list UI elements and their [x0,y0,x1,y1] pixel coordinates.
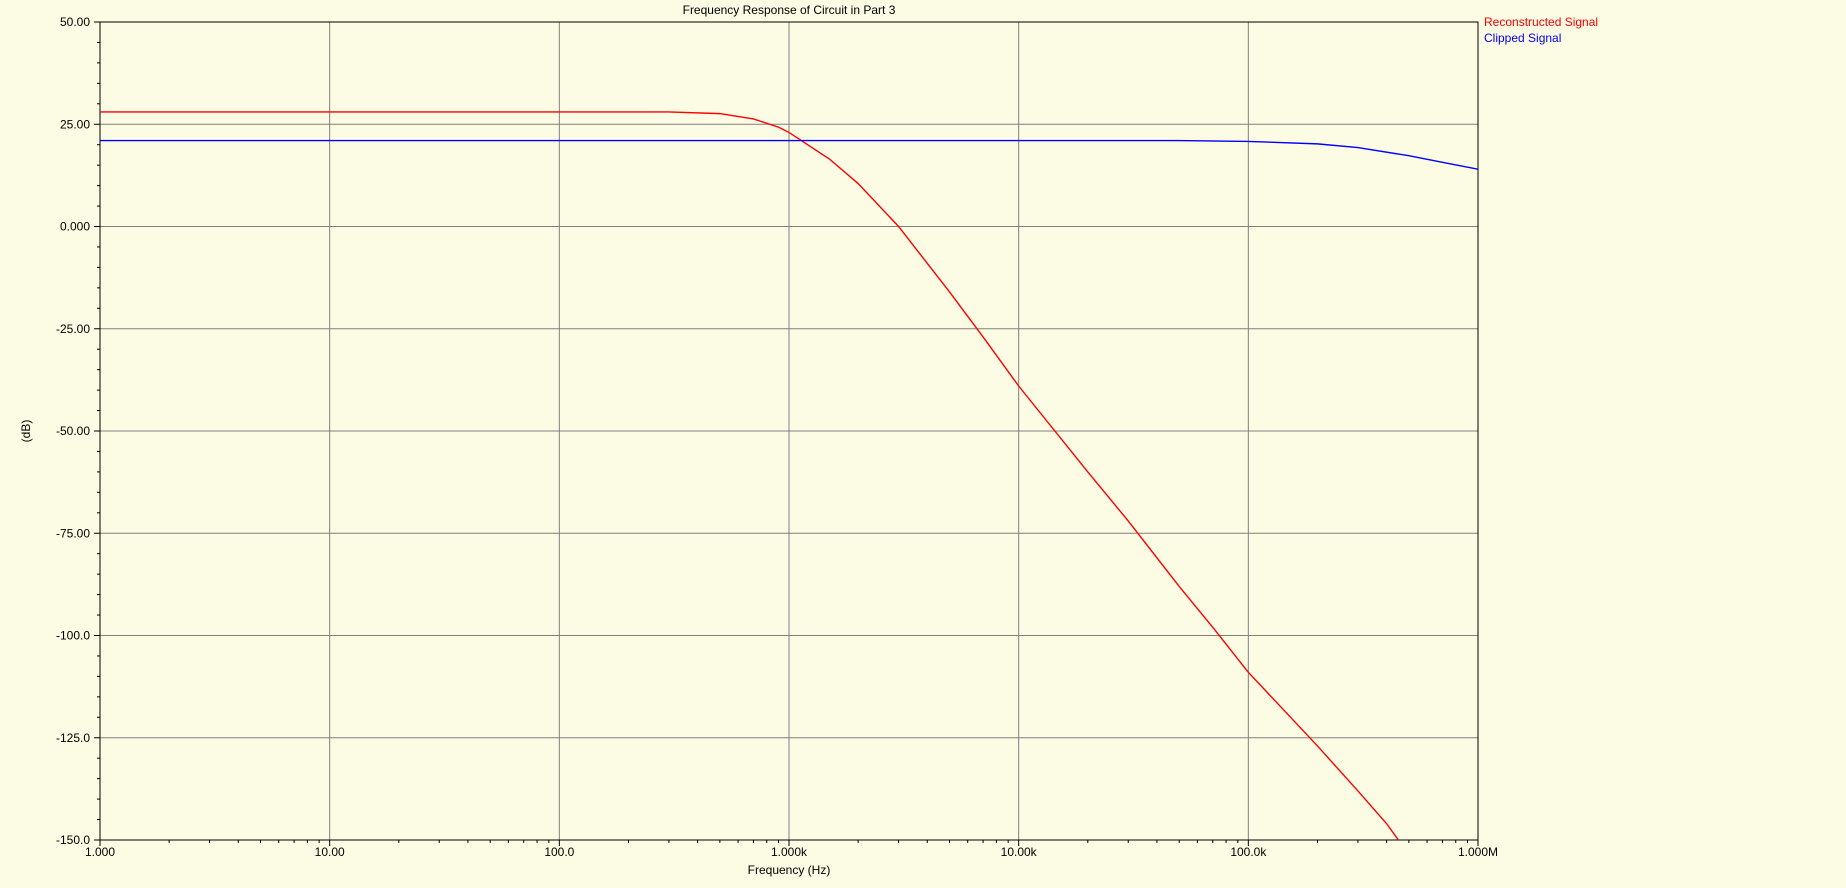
y-tick-label: 50.00 [60,15,90,29]
x-tick-label: 1.000 [85,845,115,859]
chart-title: Frequency Response of Circuit in Part 3 [683,3,896,17]
legend-item: Clipped Signal [1484,31,1561,45]
x-tick-label: 100.0 [544,845,574,859]
y-tick-label: -75.00 [56,526,90,540]
frequency-response-chart: 50.00 25.00 0.000 -25.00 -50.00 -75.00 -100.0 -… [0,0,1846,888]
y-tick-label: 0.000 [60,220,90,234]
y-tick-label: -25.00 [56,322,90,336]
y-tick-label: 25.00 [60,117,90,131]
y-axis-label: (dB) [19,420,33,443]
y-tick-label: -100.0 [56,629,90,643]
x-tick-label: 10.00 [315,845,345,859]
x-tick-label: 1.000M [1458,845,1498,859]
chart-container: 50.00 25.00 0.000 -25.00 -50.00 -75.00 -100.0 -… [0,0,1846,888]
x-tick-label: 1.000k [771,845,808,859]
y-tick-label: -125.0 [56,731,90,745]
x-tick-label: 10.00k [1001,845,1038,859]
legend-item: Reconstructed Signal [1484,15,1598,29]
x-tick-label: 100.0k [1230,845,1267,859]
x-axis-label: Frequency (Hz) [748,863,831,877]
y-tick-label: -50.00 [56,424,90,438]
